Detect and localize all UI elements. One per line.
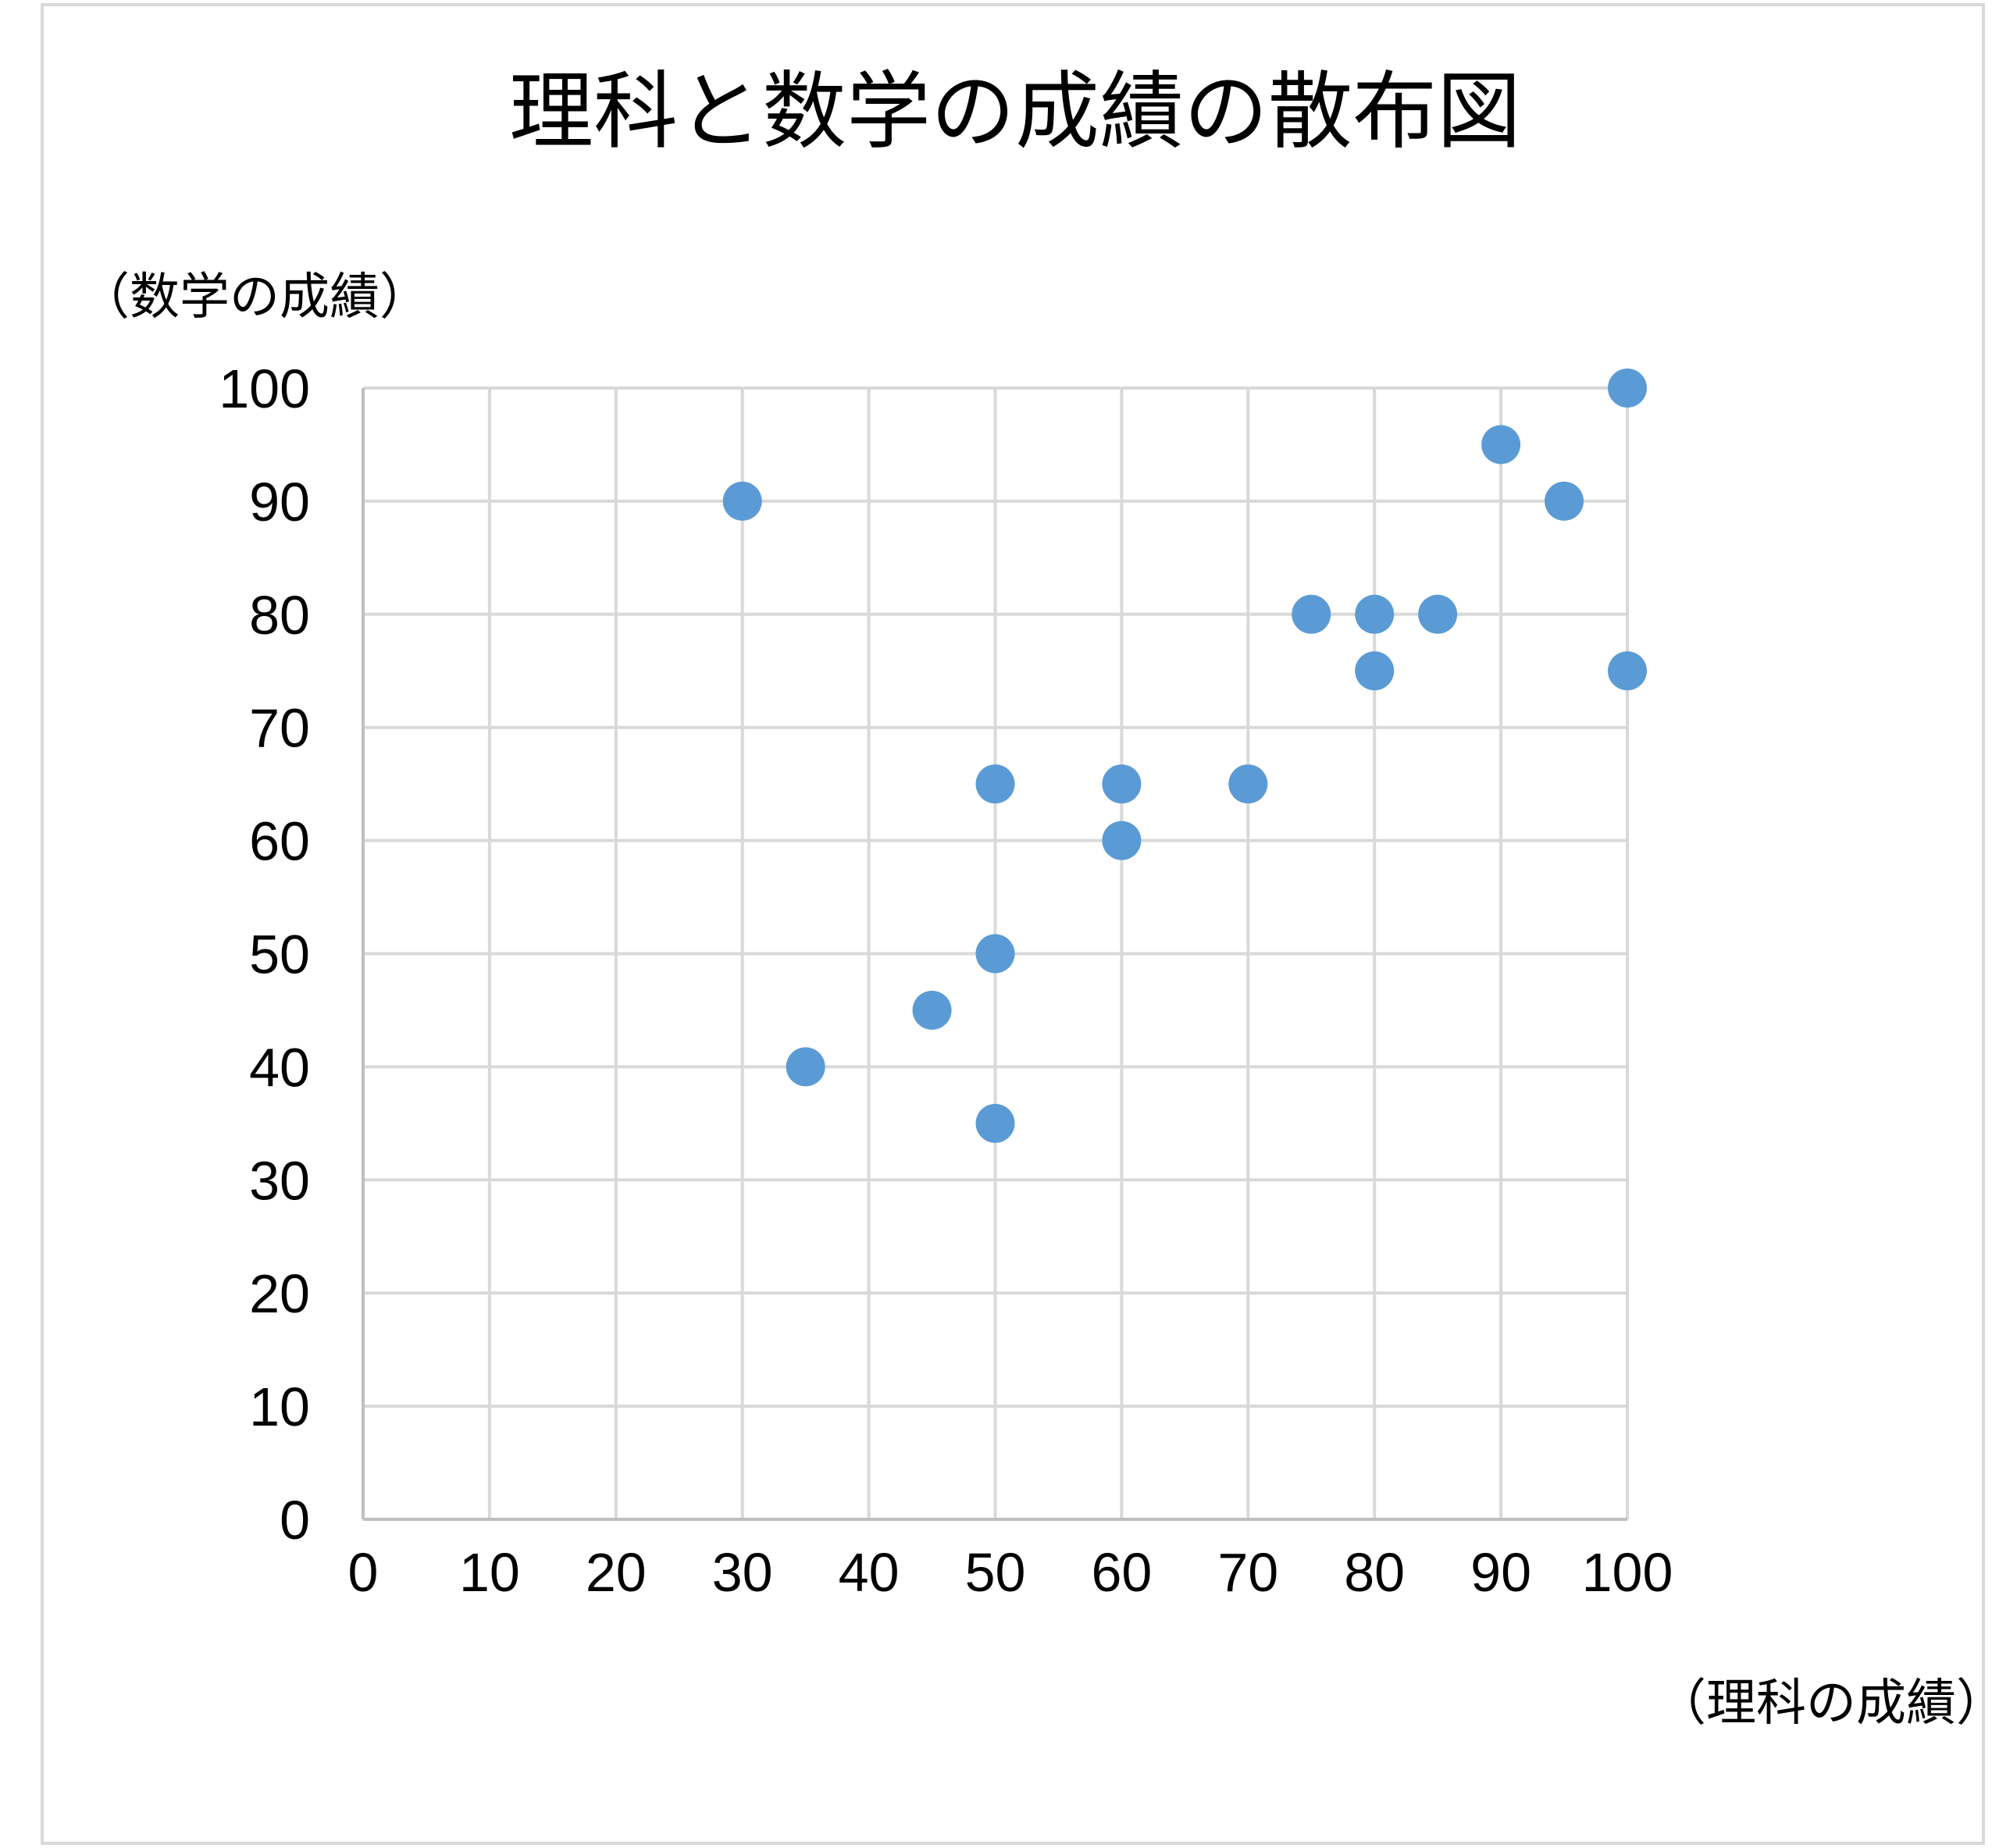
data-point — [1355, 651, 1395, 691]
y-tick-label: 70 — [249, 698, 310, 759]
chart-title: 理科と数学の成績の散布図 — [509, 63, 1521, 161]
y-tick-label: 100 — [219, 358, 310, 419]
data-point — [1102, 821, 1142, 860]
axes — [362, 388, 1627, 1521]
y-tick-label: 40 — [249, 1037, 310, 1098]
x-tick-label: 30 — [712, 1542, 773, 1603]
y-tick-label: 50 — [249, 924, 310, 985]
data-point — [786, 1047, 825, 1087]
y-tick-label: 30 — [249, 1150, 310, 1211]
data-point — [1608, 651, 1647, 691]
gridlines — [363, 386, 1629, 1519]
x-tick-label: 60 — [1091, 1542, 1152, 1603]
x-tick-label: 10 — [459, 1542, 520, 1603]
data-point — [1292, 594, 1331, 634]
data-point — [975, 764, 1015, 804]
x-tick-label: 0 — [348, 1542, 379, 1603]
x-tick-label: 50 — [965, 1542, 1026, 1603]
y-tick-label: 60 — [249, 811, 310, 872]
x-tick-label: 100 — [1582, 1542, 1673, 1603]
data-point — [1545, 481, 1584, 521]
data-point — [1355, 594, 1395, 634]
data-point — [912, 990, 952, 1030]
data-points — [722, 369, 1647, 1143]
x-tick-label: 70 — [1217, 1542, 1278, 1603]
data-point — [1418, 594, 1458, 634]
y-tick-label: 0 — [280, 1490, 310, 1551]
x-tick-label: 80 — [1344, 1542, 1405, 1603]
x-tick-label: 40 — [839, 1542, 900, 1603]
data-point — [1102, 764, 1142, 804]
y-tick-label: 90 — [249, 472, 310, 532]
y-tick-labels: 0 10 20 30 40 50 60 70 80 90 100 — [219, 358, 310, 1551]
y-tick-label: 80 — [249, 585, 310, 646]
y-tick-label: 10 — [249, 1376, 310, 1437]
x-tick-label: 20 — [586, 1542, 647, 1603]
y-tick-label: 20 — [249, 1263, 310, 1324]
data-point — [1608, 369, 1647, 408]
x-tick-labels: 0 10 20 30 40 50 60 70 80 90 100 — [348, 1542, 1673, 1603]
x-axis-label: （理科の成績） — [1656, 1675, 1992, 1732]
y-axis-label: （数学の成績） — [80, 269, 429, 326]
data-point — [975, 934, 1015, 974]
x-tick-label: 90 — [1470, 1542, 1531, 1603]
data-point — [975, 1103, 1015, 1143]
data-point — [1228, 764, 1268, 804]
data-point — [722, 481, 762, 521]
data-point — [1481, 425, 1521, 465]
